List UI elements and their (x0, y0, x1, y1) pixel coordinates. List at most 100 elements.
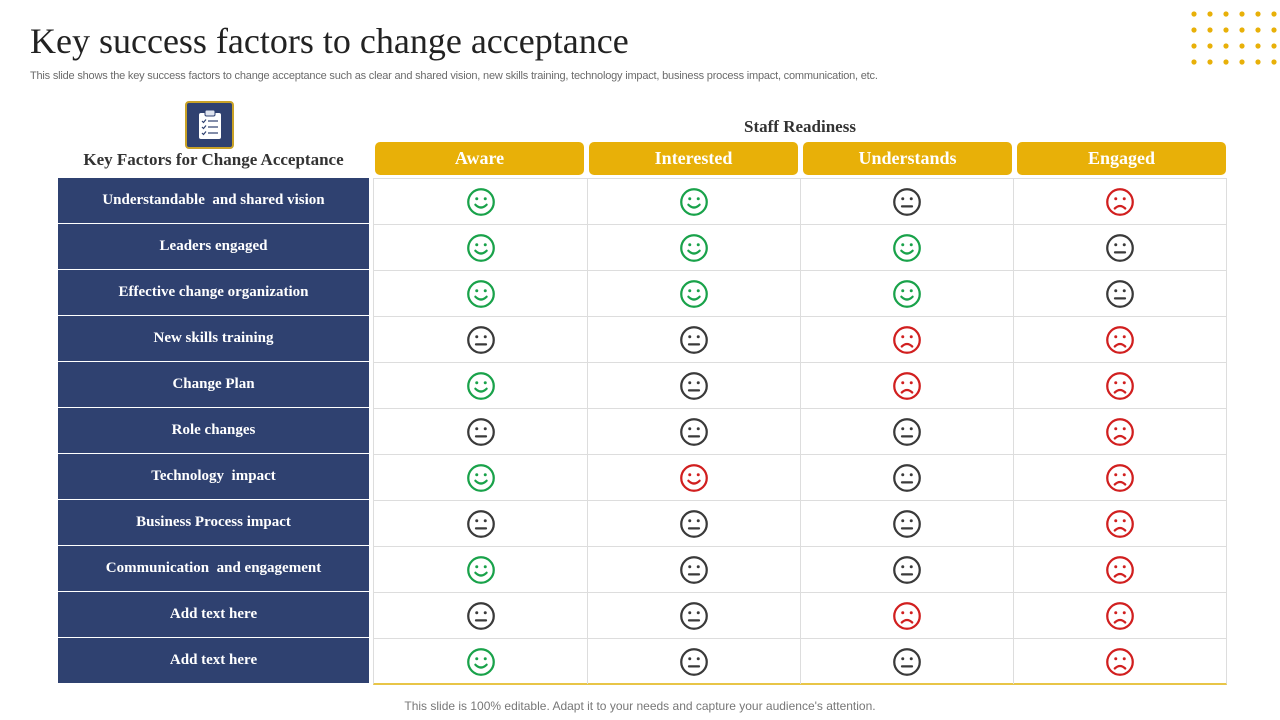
cell-engaged (1013, 593, 1226, 638)
neutral-face-icon (679, 601, 709, 631)
column-header-interested: Interested (589, 142, 798, 175)
cell-engaged (1013, 225, 1226, 270)
cell-understands (800, 225, 1013, 270)
cell-understands (800, 455, 1013, 500)
sad-face-icon (1105, 647, 1135, 677)
happy-face-icon (466, 187, 496, 217)
cell-aware (374, 363, 587, 408)
neutral-face-icon (892, 463, 922, 493)
happy-face-icon (466, 371, 496, 401)
cell-interested (587, 225, 800, 270)
cell-interested (587, 455, 800, 500)
cell-understands (800, 547, 1013, 592)
column-header-engaged: Engaged (1017, 142, 1226, 175)
cell-interested (587, 639, 800, 684)
cell-interested (587, 409, 800, 454)
neutral-face-icon (466, 325, 496, 355)
cell-understands (800, 593, 1013, 638)
neutral-face-icon (892, 647, 922, 677)
table-row (374, 316, 1226, 362)
neutral-face-icon (1105, 279, 1135, 309)
clipboard-checklist-icon (185, 101, 234, 149)
table-row (374, 454, 1226, 500)
happy-face-icon (466, 233, 496, 263)
factors-column-title: Key Factors for Change Acceptance (83, 150, 344, 169)
table-row (374, 224, 1226, 270)
cell-engaged (1013, 501, 1226, 546)
sad-face-icon (1105, 601, 1135, 631)
happy-face-icon (466, 279, 496, 309)
cell-aware (374, 179, 587, 224)
cell-understands (800, 317, 1013, 362)
cell-understands (800, 179, 1013, 224)
cell-aware (374, 593, 587, 638)
cell-engaged (1013, 455, 1226, 500)
cell-aware (374, 409, 587, 454)
cell-aware (374, 455, 587, 500)
sad-face-icon (1105, 417, 1135, 447)
cell-understands (800, 639, 1013, 684)
cell-interested (587, 593, 800, 638)
factor-row-label: Leaders engaged (58, 224, 369, 269)
sad-face-icon (1105, 325, 1135, 355)
cell-understands (800, 501, 1013, 546)
page-subtitle: This slide shows the key success factors… (30, 70, 878, 82)
table-row (374, 546, 1226, 592)
happy-face-icon (679, 187, 709, 217)
table-row (374, 362, 1226, 408)
cell-understands (800, 271, 1013, 316)
neutral-face-icon (466, 509, 496, 539)
cell-understands (800, 363, 1013, 408)
column-header-aware: Aware (375, 142, 584, 175)
cell-interested (587, 547, 800, 592)
neutral-face-icon (679, 417, 709, 447)
cell-engaged (1013, 409, 1226, 454)
cell-aware (374, 501, 587, 546)
sad-face-icon (892, 371, 922, 401)
table-row (374, 592, 1226, 638)
happy-face-icon (466, 555, 496, 585)
factor-row-label: Effective change organization (58, 270, 369, 315)
neutral-face-icon (466, 601, 496, 631)
table-row (374, 270, 1226, 316)
factor-row-label: Change Plan (58, 362, 369, 407)
sad-face-icon (1105, 187, 1135, 217)
happy-face-icon (679, 233, 709, 263)
column-header-understands: Understands (803, 142, 1012, 175)
happy-face-icon (466, 463, 496, 493)
factor-row-label: Communication and engagement (58, 546, 369, 591)
sad-face-icon (1105, 509, 1135, 539)
neutral-face-icon (679, 371, 709, 401)
neutral-face-icon (679, 555, 709, 585)
cell-understands (800, 409, 1013, 454)
happy-face-icon (466, 647, 496, 677)
factor-row-label: Business Process impact (58, 500, 369, 545)
neutral-face-icon (892, 187, 922, 217)
neutral-face-icon (892, 555, 922, 585)
cell-aware (374, 317, 587, 362)
cell-engaged (1013, 547, 1226, 592)
cell-aware (374, 639, 587, 684)
page-title: Key success factors to change acceptance (30, 21, 629, 61)
neutral-face-icon (466, 417, 496, 447)
sad-face-icon (1105, 463, 1135, 493)
happy-face-icon (679, 279, 709, 309)
table-row (374, 178, 1226, 224)
cell-interested (587, 317, 800, 362)
factor-row-label: Technology impact (58, 454, 369, 499)
cell-interested (587, 271, 800, 316)
neutral-face-icon (679, 325, 709, 355)
factor-row-label: New skills training (58, 316, 369, 361)
footer-note: This slide is 100% editable. Adapt it to… (404, 699, 876, 713)
cell-engaged (1013, 639, 1226, 684)
factors-list: Understandable and shared vision Leaders … (58, 178, 369, 684)
cell-aware (374, 547, 587, 592)
sad-face-icon (892, 601, 922, 631)
readiness-grid (373, 178, 1227, 685)
cell-aware (374, 225, 587, 270)
cell-aware (374, 271, 587, 316)
factor-row-label: Add text here (58, 638, 369, 683)
decorative-dot-grid (1191, 11, 1277, 65)
cell-interested (587, 179, 800, 224)
cell-engaged (1013, 363, 1226, 408)
